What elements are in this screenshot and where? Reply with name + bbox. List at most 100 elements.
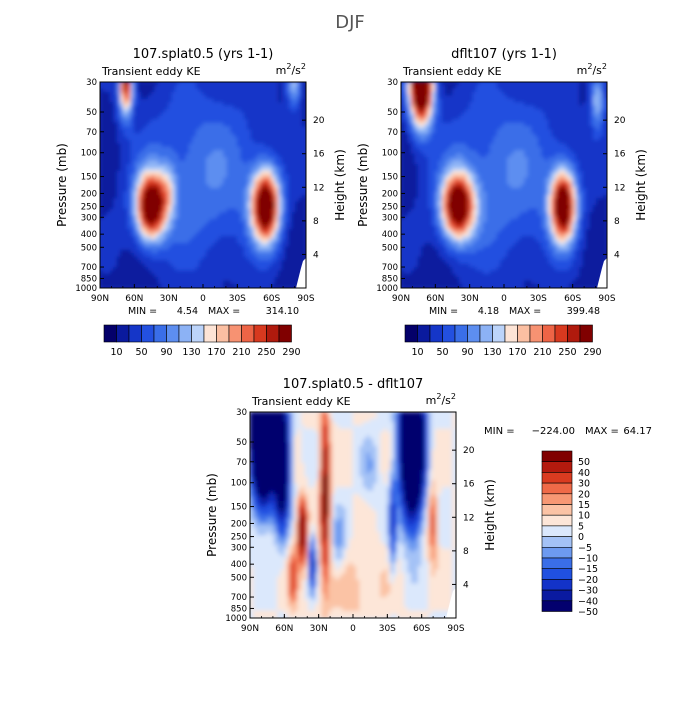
diff-xtick-label: 60S xyxy=(413,624,430,634)
dflt-colorbar-box xyxy=(543,325,556,342)
diff-field xyxy=(250,412,457,619)
dflt-title: dflt107 (yrs 1-1) xyxy=(451,47,557,62)
splat-ytick-label: 300 xyxy=(81,213,97,223)
dflt-ytick-label: 150 xyxy=(382,173,398,183)
splat-ytick-label: 850 xyxy=(81,274,97,284)
splat-y2tick-label: 8 xyxy=(313,217,319,227)
dflt-ytick-label: 250 xyxy=(382,203,398,213)
diff-colorbar-label: −10 xyxy=(578,554,598,565)
diff-colorbar-label: −20 xyxy=(578,575,598,586)
dflt-field xyxy=(401,82,608,289)
diff-ytick-label: 50 xyxy=(236,438,247,448)
diff-colorbar-label: −15 xyxy=(578,564,598,575)
splat-colorbar-box xyxy=(217,325,230,342)
dflt-colorbar-box xyxy=(430,325,443,342)
diff-ytick-label: 200 xyxy=(231,519,247,529)
diff-colorbar-box xyxy=(542,472,572,483)
splat-ytick-label: 70 xyxy=(86,128,97,138)
dflt-ytick-label: 200 xyxy=(382,189,398,199)
dflt-colorbar-box xyxy=(405,325,418,342)
splat-colorbar-box xyxy=(129,325,142,342)
diff-colorbar-label: 5 xyxy=(578,521,584,532)
diff-y2tick-label: 8 xyxy=(463,547,469,557)
splat-colorbar-box xyxy=(229,325,242,342)
diff-ytick-label: 100 xyxy=(231,479,247,489)
diff-colorbar-box xyxy=(542,515,572,526)
splat-colorbar-box xyxy=(254,325,267,342)
dflt-xtick-label: 60S xyxy=(564,294,581,304)
splat-colorbar-box xyxy=(242,325,255,342)
diff-colorbar-label: 30 xyxy=(578,479,590,490)
dflt-colorbar-box xyxy=(568,325,581,342)
diff-colorbar-box xyxy=(542,505,572,516)
diff-colorbar-box xyxy=(542,579,572,590)
diff-y2tick-label: 12 xyxy=(463,513,474,523)
splat-colorbar-label: 170 xyxy=(207,347,225,358)
diff-colorbar-box xyxy=(542,451,572,462)
splat-ytick-label: 30 xyxy=(86,78,97,88)
dflt-ytick-label: 700 xyxy=(382,263,398,273)
diff-colorbar-label: −30 xyxy=(578,586,598,597)
diff-xtick-label: 30N xyxy=(310,624,328,634)
dflt-xtick-label: 0 xyxy=(501,294,507,304)
dflt-ytick-label: 50 xyxy=(387,108,398,118)
splat-title: 107.splat0.5 (yrs 1-1) xyxy=(133,47,274,62)
dflt-max-label: MAX = xyxy=(509,306,541,317)
diff-ytick-label: 30 xyxy=(236,408,247,418)
dflt-colorbar-label: 250 xyxy=(558,347,576,358)
splat-y2tick-label: 16 xyxy=(313,150,325,160)
splat-ytick-label: 500 xyxy=(81,243,97,253)
splat-min-value: 4.54 xyxy=(177,306,198,317)
diff-xtick-label: 90S xyxy=(447,624,464,634)
splat-ytick-label: 1000 xyxy=(75,284,97,294)
dflt-colorbar-box xyxy=(530,325,543,342)
dflt-colorbar-box xyxy=(455,325,468,342)
splat-min-label: MIN = xyxy=(128,306,157,317)
splat-ytick-label: 400 xyxy=(81,230,97,240)
dflt-colorbar-label: 210 xyxy=(533,347,551,358)
dflt-ytick-label: 850 xyxy=(382,274,398,284)
splat-colorbar-label: 10 xyxy=(110,347,122,358)
diff-title: 107.splat0.5 - dflt107 xyxy=(283,377,424,392)
dflt-ytick-label: 100 xyxy=(382,149,398,159)
diff-field-cells xyxy=(250,412,457,619)
splat-colorbar-label: 130 xyxy=(182,347,200,358)
diff-colorbar-label: −5 xyxy=(578,543,592,554)
splat-ytick-label: 200 xyxy=(81,189,97,199)
diff-colorbar-label: −50 xyxy=(578,607,598,618)
dflt-y2tick-label: 12 xyxy=(614,183,625,193)
dflt-xtick-label: 30S xyxy=(530,294,547,304)
splat-ytick-label: 700 xyxy=(81,263,97,273)
diff-colorbar-label: 40 xyxy=(578,468,590,479)
diff-ytick-label: 700 xyxy=(231,593,247,603)
splat-field-cells xyxy=(100,82,307,289)
dflt-ytick-label: 70 xyxy=(387,128,398,138)
diff-y2tick-label: 4 xyxy=(463,580,469,590)
splat-ytick-label: 50 xyxy=(86,108,97,118)
diff-ylabel: Pressure (mb) xyxy=(205,473,219,557)
diff-xtick-label: 90N xyxy=(241,624,259,634)
diff-max-value: 64.17 xyxy=(623,426,652,437)
splat-xtick-label: 60S xyxy=(263,294,280,304)
diff-colorbar-box xyxy=(542,590,572,601)
splat-units: m2/s2 xyxy=(276,62,306,77)
diff-ytick-label: 70 xyxy=(236,458,247,468)
figure-title: DJF xyxy=(335,12,365,33)
splat-colorbar-label: 50 xyxy=(135,347,147,358)
diff-colorbar-box xyxy=(542,601,572,612)
splat-xtick-label: 90N xyxy=(91,294,109,304)
diff-xtick-label: 0 xyxy=(350,624,356,634)
diff-y2tick-label: 20 xyxy=(463,446,475,456)
splat-ytick-label: 100 xyxy=(81,149,97,159)
splat-colorbar-box xyxy=(179,325,192,342)
splat-y2tick-label: 20 xyxy=(313,116,325,126)
dflt-colorbar-label: 50 xyxy=(436,347,448,358)
diff-ytick-label: 850 xyxy=(231,604,247,614)
dflt-ytick-label: 1000 xyxy=(376,284,398,294)
dflt-ylabel: Pressure (mb) xyxy=(356,143,370,227)
